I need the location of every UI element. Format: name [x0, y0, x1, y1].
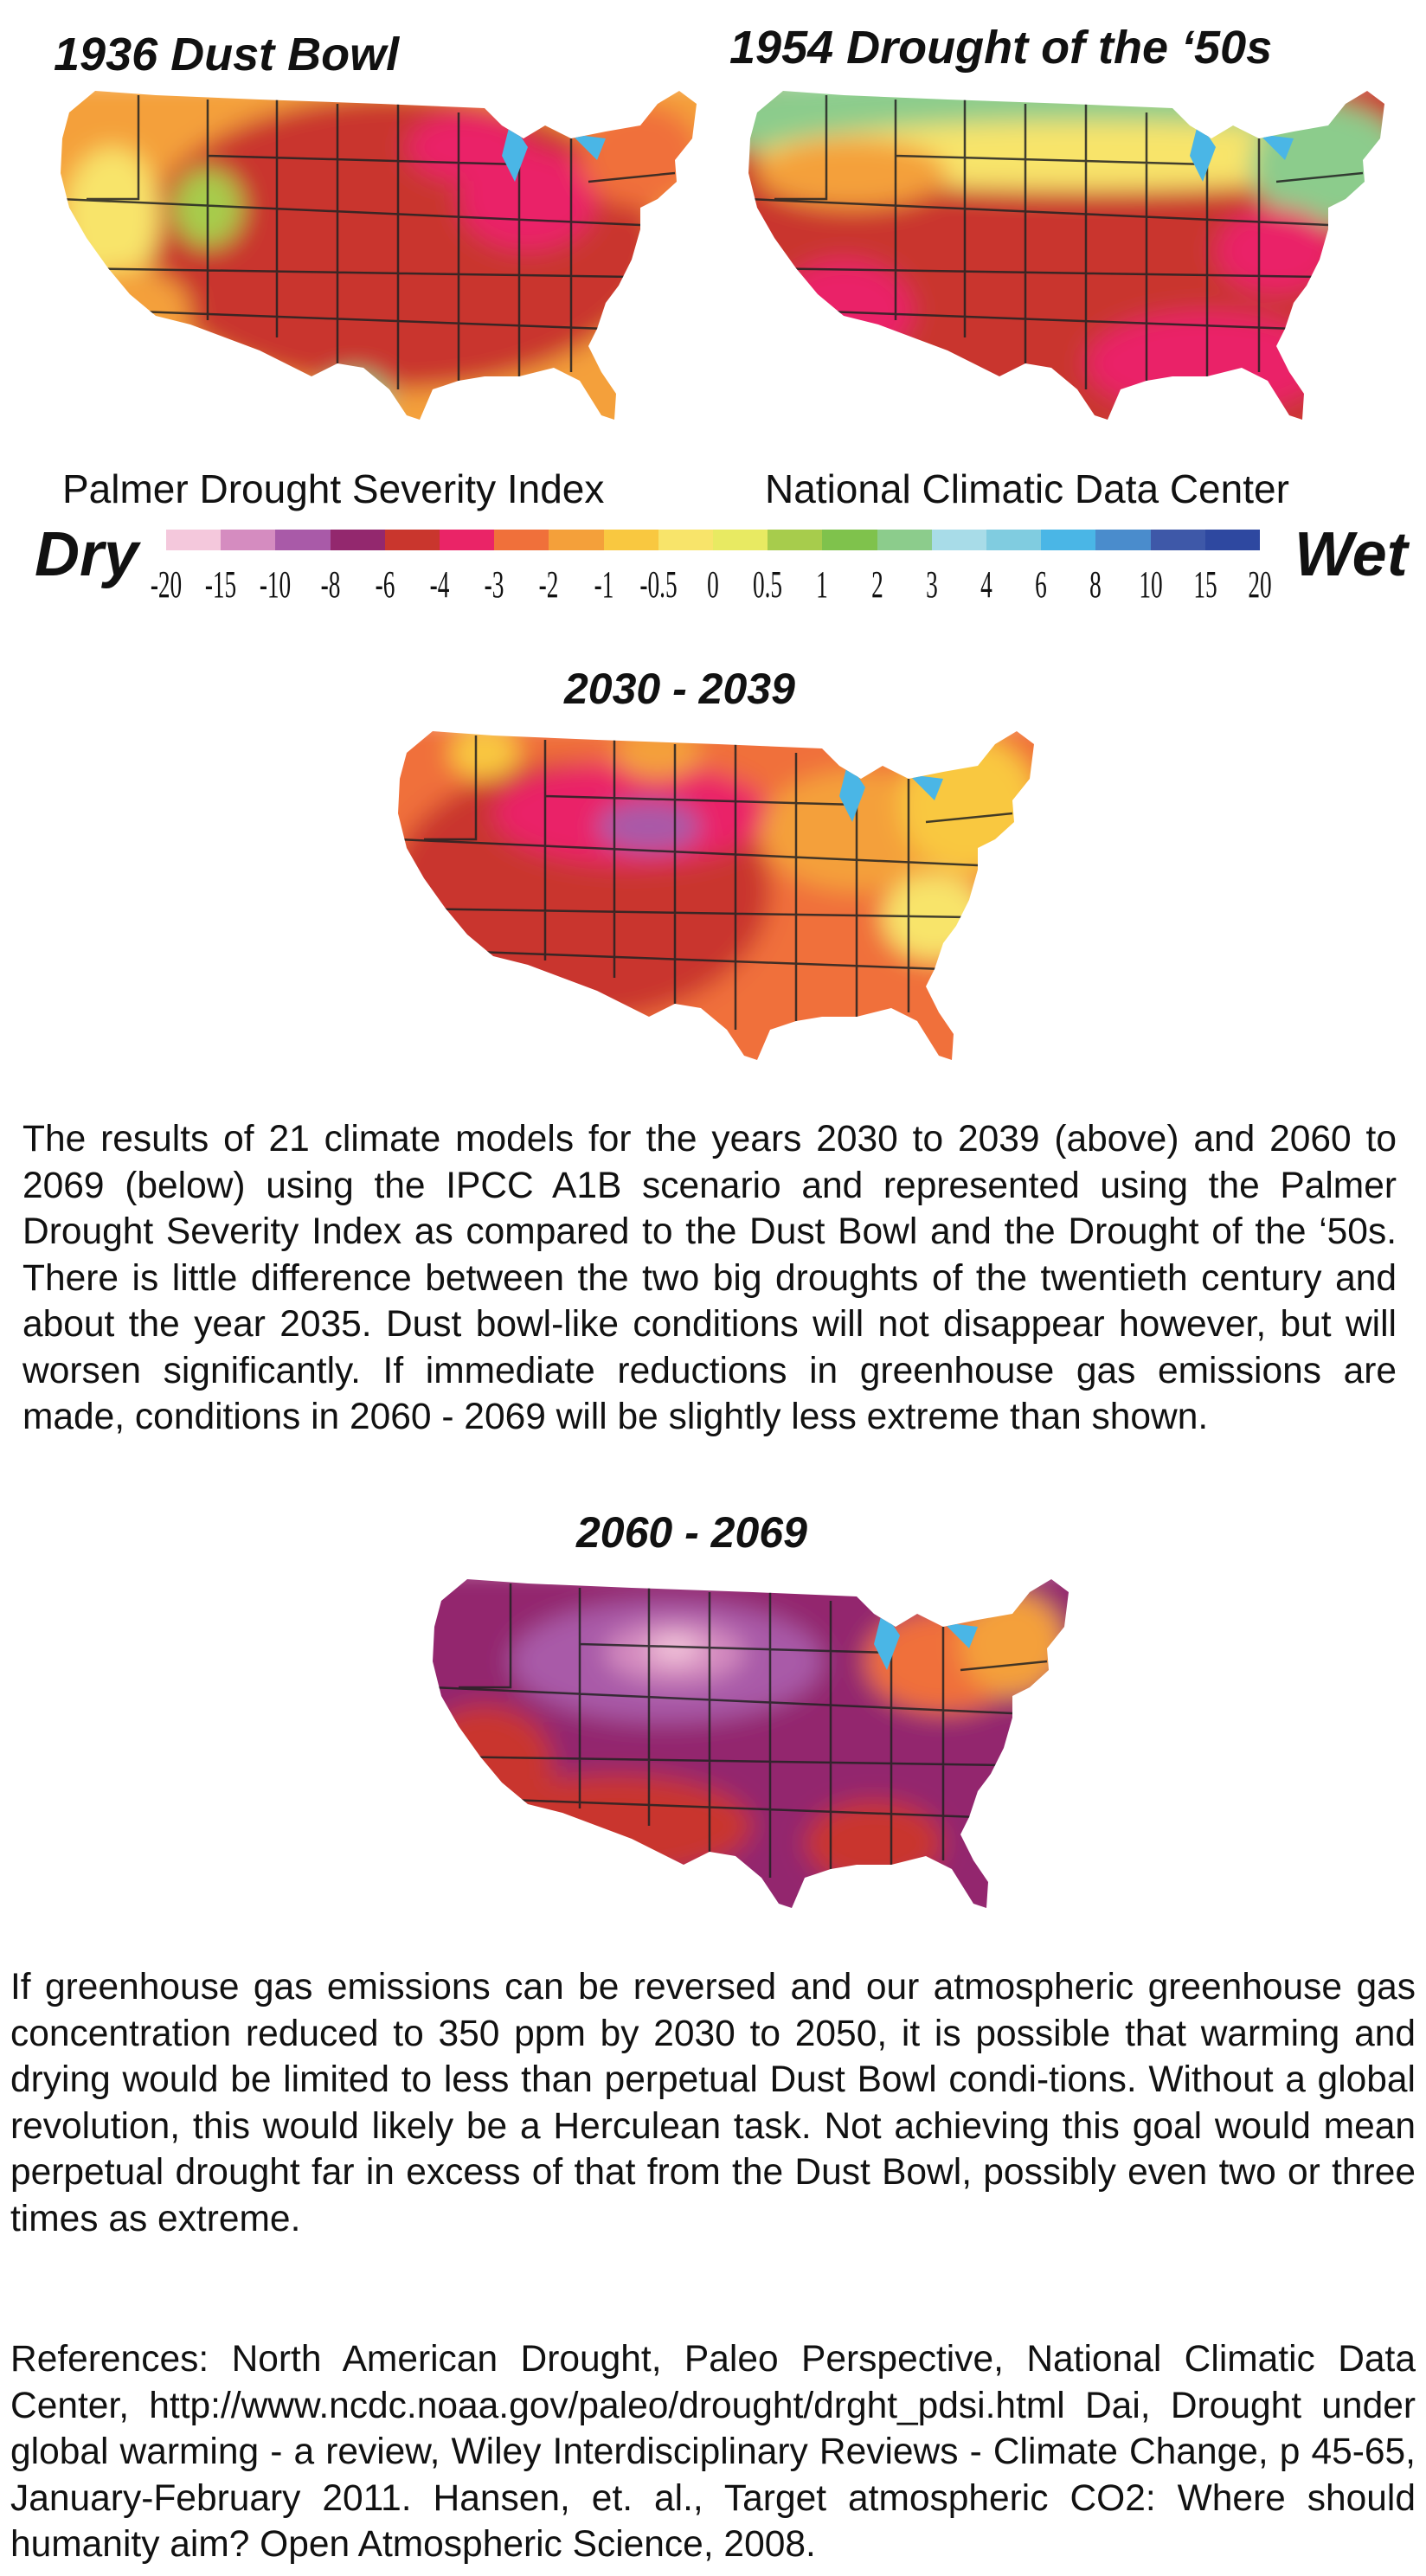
legend-swatch: [658, 530, 714, 550]
legend-tick-label: -15: [205, 563, 237, 606]
legend-tick-label: 4: [980, 563, 992, 606]
legend-swatch: [440, 530, 495, 550]
legend-tick-label: 2: [870, 563, 883, 606]
legend-swatch: [549, 530, 604, 550]
legend-index-name: Palmer Drought Severity Index: [62, 466, 605, 511]
legend-swatch: [384, 530, 440, 550]
legend-tick-label: -3: [484, 563, 504, 606]
legend-swatch: [330, 530, 385, 550]
references-paragraph: References: North American Drought, Pale…: [10, 2339, 1416, 2565]
legend-swatch: [931, 530, 987, 550]
legend-tick-label: -8: [320, 563, 340, 606]
legend-source: National Climatic Data Center: [765, 466, 1289, 511]
legend-wet-label: Wet: [1294, 520, 1408, 589]
legend-swatch: [713, 530, 768, 550]
legend-tick-label: -20: [150, 563, 183, 606]
legend-tick-label: 3: [925, 563, 938, 606]
legend-swatch: [1204, 530, 1261, 550]
legend-tick-label: -6: [375, 563, 395, 606]
outlook-paragraph: If greenhouse gas emissions can be rever…: [10, 1967, 1416, 2239]
legend-tick-label: -4: [429, 563, 450, 606]
legend-tick-label: 15: [1193, 563, 1217, 606]
legend-swatch: [221, 530, 276, 550]
projection-2030-2039-map: [398, 731, 1034, 1060]
dust-bowl-1936-map: [61, 91, 697, 420]
legend-swatch: [822, 530, 877, 550]
legend-tick-labels: -20 -15 -10 -8 -6 -4 -3 -2 -1 -0.5 0 0.5 1 2 3 4 6 8 10 15 2…: [151, 562, 1272, 606]
legend-tick-label: 0: [707, 563, 719, 606]
legend-swatch: [986, 530, 1042, 550]
dust-bowl-map-title: 1936 Dust Bowl: [54, 29, 400, 80]
legend-tick-label: 8: [1089, 563, 1102, 606]
legend-tick-label: 10: [1138, 563, 1163, 606]
drought-1954-map: [748, 91, 1384, 420]
legend-tick-label: 20: [1248, 563, 1272, 606]
legend-swatch: [494, 530, 549, 550]
legend-swatch: [1095, 530, 1151, 550]
legend-swatch: [275, 530, 331, 550]
legend-dry-label: Dry: [35, 520, 139, 589]
decade-2060-map-title: 2060 - 2069: [576, 1508, 807, 1557]
legend-tick-label: 0.5: [753, 563, 783, 606]
legend-color-scale: [166, 530, 1261, 550]
legend-tick-label: 6: [1035, 563, 1048, 606]
projection-2060-2069-map: [433, 1579, 1069, 1908]
drought-50s-map-title: 1954 Drought of the ‘50s: [729, 22, 1273, 74]
legend-tick-label: 1: [816, 563, 829, 606]
legend-swatch: [877, 530, 932, 550]
caption-paragraph: The results of 21 climate models for the…: [22, 1119, 1397, 1437]
legend-tick-label: -1: [594, 563, 613, 606]
legend-swatch: [1041, 530, 1096, 550]
legend-swatch: [166, 530, 222, 550]
decade-2030-map-title: 2030 - 2039: [564, 665, 795, 713]
legend-tick-label: -2: [539, 563, 559, 606]
legend-swatch: [603, 530, 658, 550]
legend-tick-label: -0.5: [639, 563, 678, 606]
legend-tick-label: -10: [260, 563, 292, 606]
legend-swatch: [1150, 530, 1205, 550]
legend-swatch: [768, 530, 823, 550]
